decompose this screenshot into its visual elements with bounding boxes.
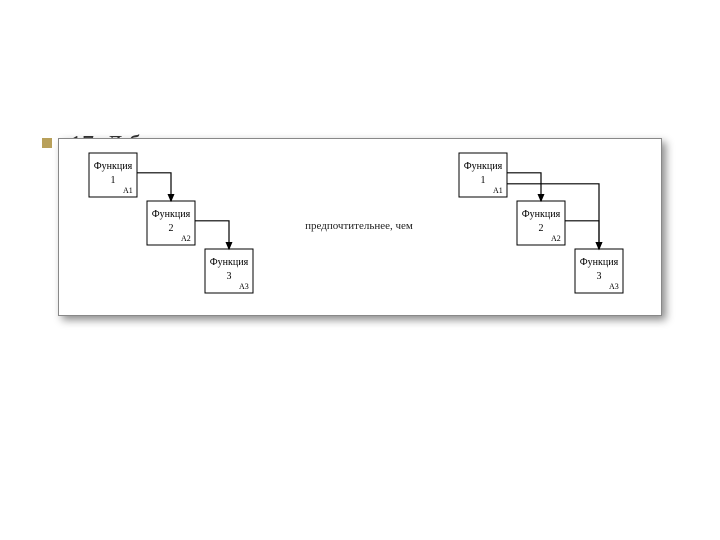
bullet-square [42,138,52,148]
svg-text:3: 3 [597,271,602,282]
right-box-1: Функция 2 A2 [517,201,565,245]
center-label: предпочтительнее, чем [305,220,413,232]
right-box-0: Функция 1 A1 [459,153,507,197]
svg-text:Функция: Функция [580,257,619,268]
svg-text:2: 2 [539,223,544,234]
slide: 17. Д б бло нео Сле и пов Функция1A1Функ… [0,0,720,540]
left-box-2: Функция 3 A3 [205,249,253,293]
arrow [195,221,229,249]
svg-text:A3: A3 [239,282,249,291]
svg-text:3: 3 [227,271,232,282]
svg-text:Функция: Функция [94,161,133,172]
arrow [137,173,171,201]
left-box-0: Функция 1 A1 [89,153,137,197]
svg-text:Функция: Функция [522,209,561,220]
diagram-svg: Функция 1 A1 Функция 2 A2 Функция 3 A3 Функция 1 A1… [59,139,661,315]
svg-text:A1: A1 [493,186,503,195]
arrow [507,173,541,201]
svg-text:Функция: Функция [464,161,503,172]
left-box-1: Функция 2 A2 [147,201,195,245]
svg-text:1: 1 [481,175,486,186]
diagram-frame: Функция 1 A1 Функция 2 A2 Функция 3 A3 Функция 1 A1… [58,138,662,316]
svg-text:A3: A3 [609,282,619,291]
svg-text:A2: A2 [181,234,191,243]
svg-text:Функция: Функция [210,257,249,268]
svg-text:Функция: Функция [152,209,191,220]
svg-text:A1: A1 [123,186,133,195]
svg-text:2: 2 [169,223,174,234]
right-box-2: Функция 3 A3 [575,249,623,293]
arrow [565,221,599,249]
svg-text:A2: A2 [551,234,561,243]
svg-text:1: 1 [111,175,116,186]
